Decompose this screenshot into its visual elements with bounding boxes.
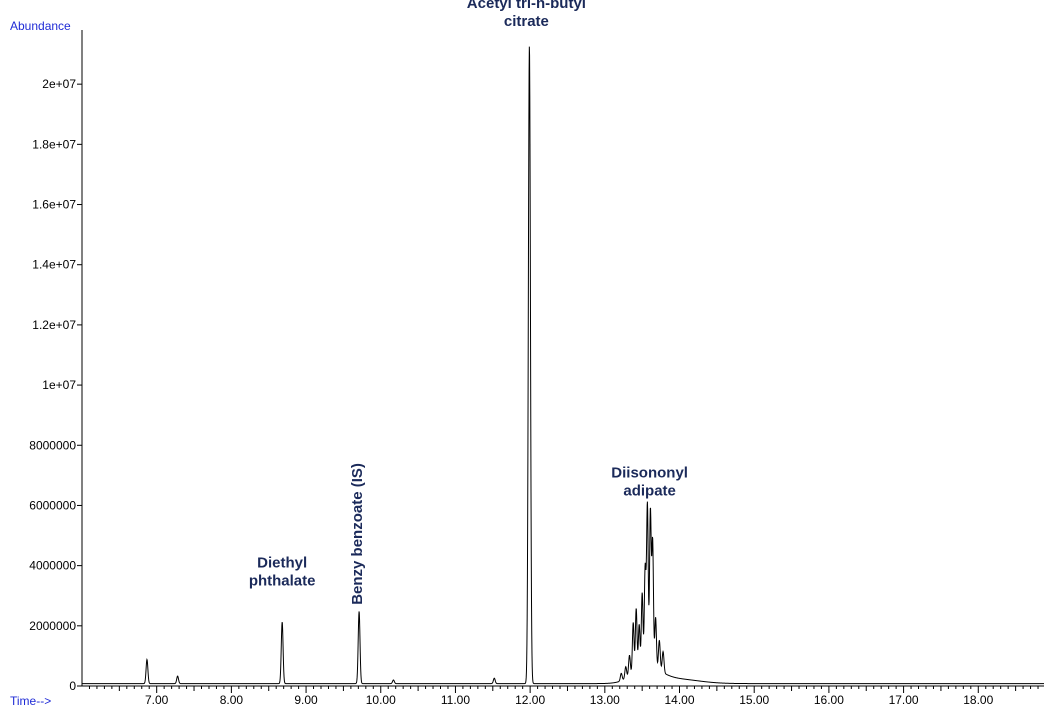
- x-tick-label: 10.00: [366, 693, 396, 706]
- peak-label: phthalate: [249, 573, 316, 590]
- y-tick-label: 8000000: [29, 438, 76, 452]
- y-tick-label: 0: [69, 679, 76, 693]
- y-tick-label: 1.8e+07: [32, 137, 76, 151]
- y-tick-label: 1.4e+07: [32, 258, 76, 272]
- peak-label: Benzy benzoate (IS): [349, 463, 366, 605]
- x-tick-label: 14.00: [664, 693, 694, 706]
- x-tick-label: 15.00: [739, 693, 769, 706]
- x-axis-title: Time-->: [10, 694, 51, 706]
- x-axis-ticks: 7.00 8.00 9.00 10.00 11.00 12.00 13.00 14.00 15.…: [89, 686, 1038, 706]
- x-tick-label: 16.00: [814, 693, 844, 706]
- peak-label: Diisononyl: [611, 464, 688, 481]
- x-tick-label: 9.00: [294, 693, 318, 706]
- x-tick-label: 11.00: [441, 693, 470, 706]
- x-tick-label: 7.00: [145, 693, 169, 706]
- y-tick-label: 2e+07: [42, 77, 76, 91]
- y-tick-label: 2000000: [29, 619, 76, 633]
- y-tick-label: 1.2e+07: [32, 318, 76, 332]
- x-tick-label: 18.00: [963, 693, 993, 706]
- peak-label: adipate: [623, 482, 676, 499]
- y-axis-ticks: 0 2000000 4000000 6000000 8000000 1e+07 1.2e+0…: [29, 77, 82, 693]
- y-tick-label: 4000000: [29, 559, 76, 573]
- y-tick-label: 6000000: [29, 498, 76, 512]
- chromatogram-trace: [82, 47, 1044, 684]
- y-axis-title: Abundance: [10, 19, 71, 33]
- x-tick-label: 13.00: [590, 693, 620, 706]
- peak-label: Acetyl tri-n-butyl: [467, 0, 586, 12]
- y-tick-label: 1e+07: [42, 378, 76, 392]
- peak-label: Diethyl: [257, 555, 307, 572]
- peak-label: citrate: [504, 13, 549, 30]
- x-tick-label: 12.00: [515, 693, 545, 706]
- x-tick-label: 8.00: [220, 693, 244, 706]
- x-tick-label: 17.00: [889, 693, 919, 706]
- y-tick-label: 1.6e+07: [32, 198, 76, 212]
